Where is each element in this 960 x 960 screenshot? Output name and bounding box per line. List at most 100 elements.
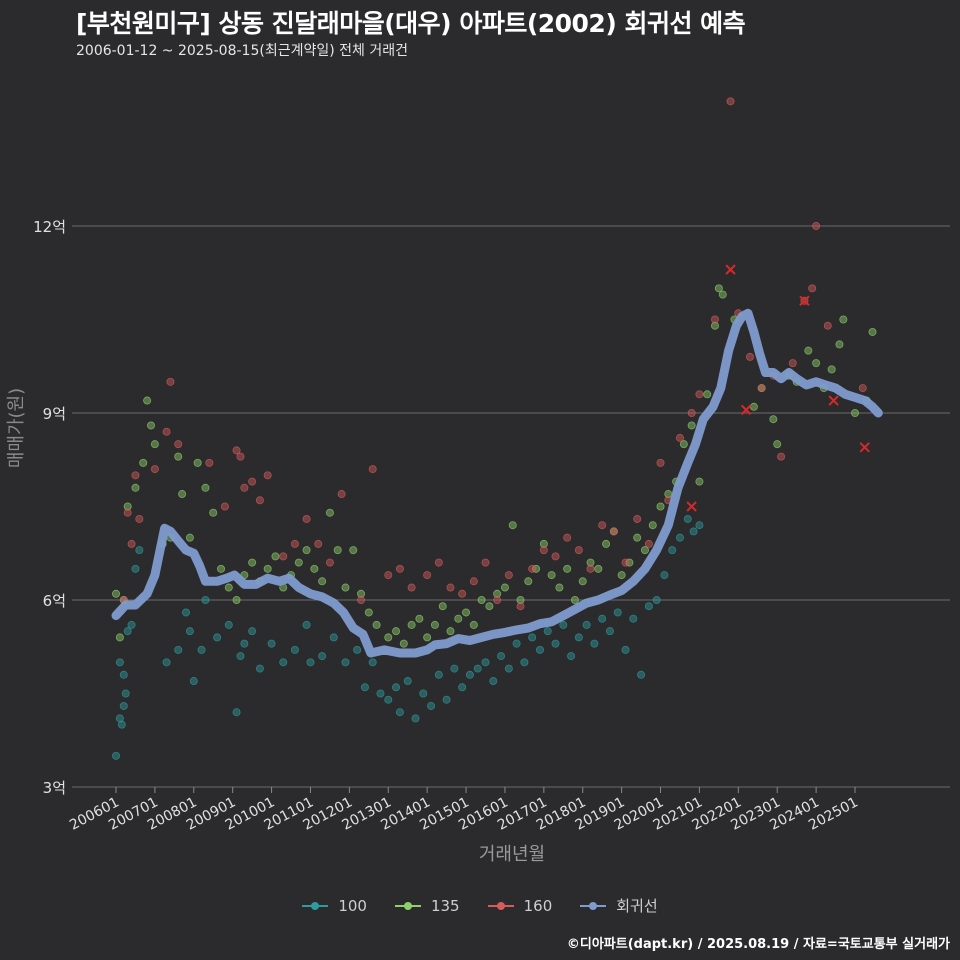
data-point-135 <box>469 620 478 629</box>
data-point-100 <box>240 639 249 648</box>
data-point-100 <box>574 633 583 642</box>
data-point-100 <box>497 652 506 661</box>
data-point-160 <box>325 558 334 567</box>
cancel-cross-b <box>740 404 752 416</box>
data-point-135 <box>493 589 502 598</box>
data-point-160 <box>493 596 502 605</box>
data-point-100 <box>248 627 257 636</box>
data-point-160 <box>123 508 132 517</box>
data-point-160 <box>302 514 311 523</box>
data-point-135 <box>769 415 778 424</box>
data-point-135 <box>477 596 486 605</box>
data-point-135 <box>217 564 226 573</box>
data-point-100 <box>458 683 467 692</box>
y-tick-label: 6억 <box>43 592 66 610</box>
data-point-100 <box>329 633 338 642</box>
data-point-160 <box>788 359 797 368</box>
data-point-135 <box>835 340 844 349</box>
data-point-160 <box>384 571 393 580</box>
data-point-160 <box>633 514 642 523</box>
data-point-100 <box>185 627 194 636</box>
data-point-135 <box>839 315 848 324</box>
data-point-135 <box>648 521 657 530</box>
data-point-100 <box>427 701 436 710</box>
data-point-100 <box>279 658 288 667</box>
data-point-135 <box>147 421 156 430</box>
data-point-100 <box>119 670 128 679</box>
data-point-135 <box>586 558 595 567</box>
data-point-135 <box>112 589 121 598</box>
data-point-100 <box>162 658 171 667</box>
data-point-135 <box>430 620 439 629</box>
data-point-100 <box>112 751 121 760</box>
data-point-135 <box>349 546 358 555</box>
data-point-135 <box>633 533 642 542</box>
scatter-points <box>112 97 877 760</box>
data-point-160 <box>757 384 766 393</box>
data-point-135 <box>392 627 401 636</box>
data-point-160 <box>135 514 144 523</box>
legend-label: 135 <box>430 896 460 915</box>
data-point-100 <box>489 677 498 686</box>
data-point-100 <box>689 527 698 536</box>
data-point-100 <box>419 689 428 698</box>
data-point-160 <box>586 564 595 573</box>
data-point-160 <box>598 521 607 530</box>
data-point-135 <box>115 633 124 642</box>
data-point-100 <box>127 620 136 629</box>
data-point-100 <box>504 664 513 673</box>
data-point-135 <box>617 571 626 580</box>
data-point-135 <box>718 290 727 299</box>
data-point-100 <box>520 658 529 667</box>
data-point-100 <box>465 670 474 679</box>
data-point-160 <box>812 221 821 230</box>
cancelled-deal-marker <box>828 395 839 406</box>
data-point-100 <box>384 695 393 704</box>
data-point-100 <box>652 596 661 605</box>
legend-swatch <box>394 901 421 911</box>
data-point-160 <box>290 539 299 548</box>
data-point-135 <box>773 440 782 449</box>
legend-label: 160 <box>523 896 553 915</box>
data-point-135 <box>827 365 836 374</box>
data-point-100 <box>403 677 412 686</box>
data-point-100 <box>668 546 677 555</box>
data-point-135 <box>232 596 241 605</box>
data-point-160 <box>279 552 288 561</box>
data-point-135 <box>524 577 533 586</box>
data-point-160 <box>368 465 377 474</box>
data-point-100 <box>528 633 537 642</box>
data-point-135 <box>294 558 303 567</box>
legend-swatch <box>487 901 514 911</box>
data-point-135 <box>516 596 525 605</box>
cancel-cross-b <box>686 501 697 512</box>
data-point-135 <box>438 602 447 611</box>
chart-subtitle: 2006-01-12 ~ 2025-08-15(최근계약일) 전체 거래건 <box>76 43 408 59</box>
data-point-160 <box>127 539 136 548</box>
data-point-160 <box>458 589 467 598</box>
data-point-100 <box>450 664 459 673</box>
data-point-160 <box>395 564 404 573</box>
data-point-160 <box>162 427 171 436</box>
data-point-160 <box>248 477 257 486</box>
data-point-135 <box>318 577 327 586</box>
data-point-160 <box>609 527 618 536</box>
data-point-160 <box>656 458 665 467</box>
data-point-135 <box>462 608 471 617</box>
data-point-135 <box>812 359 821 368</box>
data-point-100 <box>174 645 183 654</box>
data-point-135 <box>302 546 311 555</box>
data-point-100 <box>411 714 420 723</box>
data-point-135 <box>656 502 665 511</box>
legend-swatch <box>580 901 607 911</box>
data-point-100 <box>232 708 241 717</box>
data-point-100 <box>197 645 206 654</box>
data-point-100 <box>131 564 140 573</box>
regression-line <box>111 308 883 658</box>
data-point-135 <box>446 627 455 636</box>
data-point-160 <box>220 502 229 511</box>
data-point-100 <box>675 533 684 542</box>
data-point-160 <box>695 390 704 399</box>
data-point-135 <box>248 558 257 567</box>
legend-item-회귀선: 회귀선 <box>580 895 658 916</box>
